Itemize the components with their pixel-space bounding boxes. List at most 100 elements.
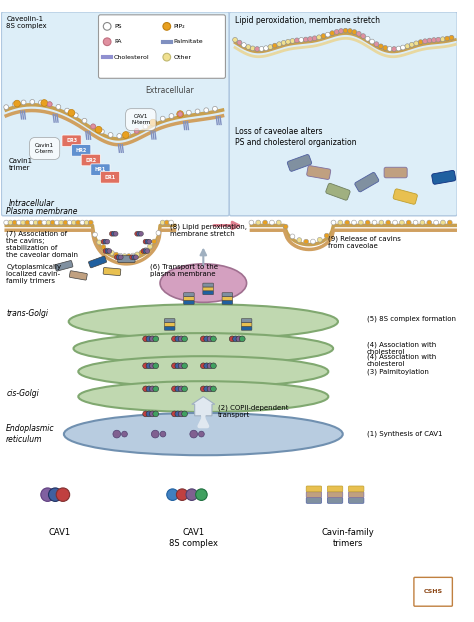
FancyArrow shape xyxy=(192,397,215,416)
Circle shape xyxy=(97,240,101,245)
Circle shape xyxy=(186,489,198,501)
Circle shape xyxy=(137,231,141,236)
Circle shape xyxy=(383,45,388,50)
FancyBboxPatch shape xyxy=(328,498,343,503)
Circle shape xyxy=(396,46,401,51)
FancyBboxPatch shape xyxy=(164,318,175,323)
Circle shape xyxy=(151,430,159,438)
Circle shape xyxy=(149,363,155,369)
Circle shape xyxy=(210,386,216,392)
Text: Cavin1
C-term: Cavin1 C-term xyxy=(35,143,54,154)
Circle shape xyxy=(37,220,43,225)
Circle shape xyxy=(164,220,169,225)
Circle shape xyxy=(84,220,89,225)
Text: PS: PS xyxy=(114,24,121,29)
Circle shape xyxy=(299,37,304,42)
Circle shape xyxy=(297,238,301,243)
FancyBboxPatch shape xyxy=(99,15,226,78)
Circle shape xyxy=(95,126,102,133)
Circle shape xyxy=(178,112,182,116)
Circle shape xyxy=(101,239,106,244)
Circle shape xyxy=(201,336,206,341)
FancyBboxPatch shape xyxy=(355,172,379,192)
Text: DR1: DR1 xyxy=(104,175,116,180)
Circle shape xyxy=(303,37,308,42)
Circle shape xyxy=(145,239,150,244)
Circle shape xyxy=(338,220,343,225)
Circle shape xyxy=(256,220,261,225)
Ellipse shape xyxy=(78,381,328,412)
Circle shape xyxy=(401,45,405,50)
Text: DR3: DR3 xyxy=(66,138,77,143)
Circle shape xyxy=(182,363,187,369)
Circle shape xyxy=(169,220,173,225)
Circle shape xyxy=(239,336,245,341)
Circle shape xyxy=(46,220,51,225)
Circle shape xyxy=(135,252,140,257)
Circle shape xyxy=(153,336,159,341)
Circle shape xyxy=(152,239,156,244)
FancyBboxPatch shape xyxy=(384,167,407,178)
Circle shape xyxy=(41,100,47,106)
Circle shape xyxy=(413,220,418,225)
Circle shape xyxy=(378,44,383,49)
Circle shape xyxy=(440,220,446,225)
Text: (1) Synthesis of CAV1: (1) Synthesis of CAV1 xyxy=(367,431,442,437)
Circle shape xyxy=(207,363,213,369)
Circle shape xyxy=(392,220,398,225)
Circle shape xyxy=(103,22,111,30)
Circle shape xyxy=(386,220,391,225)
Circle shape xyxy=(105,239,109,244)
FancyBboxPatch shape xyxy=(306,498,321,503)
Circle shape xyxy=(178,363,184,369)
Circle shape xyxy=(68,109,75,116)
Circle shape xyxy=(50,220,55,225)
Circle shape xyxy=(210,336,216,341)
Circle shape xyxy=(343,28,348,33)
Circle shape xyxy=(56,104,61,109)
Circle shape xyxy=(405,44,410,49)
Circle shape xyxy=(201,363,206,369)
Circle shape xyxy=(146,411,152,417)
FancyBboxPatch shape xyxy=(118,256,135,262)
Text: Plasma membrane: Plasma membrane xyxy=(6,207,78,216)
Circle shape xyxy=(146,336,152,341)
Circle shape xyxy=(29,220,34,225)
Circle shape xyxy=(286,39,291,44)
FancyBboxPatch shape xyxy=(203,287,213,291)
Circle shape xyxy=(122,431,128,437)
Circle shape xyxy=(233,37,237,42)
Circle shape xyxy=(48,488,62,501)
Circle shape xyxy=(47,102,52,106)
Circle shape xyxy=(12,102,17,106)
Circle shape xyxy=(434,220,438,225)
Circle shape xyxy=(427,38,432,43)
Circle shape xyxy=(101,244,106,249)
Circle shape xyxy=(103,249,108,253)
Circle shape xyxy=(73,113,78,118)
FancyBboxPatch shape xyxy=(72,145,91,156)
FancyBboxPatch shape xyxy=(222,293,233,297)
Circle shape xyxy=(199,431,204,437)
Circle shape xyxy=(12,220,17,225)
Text: (2) COPII-dependent
transport: (2) COPII-dependent transport xyxy=(218,404,288,418)
FancyBboxPatch shape xyxy=(307,165,331,180)
Text: HR2: HR2 xyxy=(75,148,87,153)
Circle shape xyxy=(250,46,255,51)
FancyBboxPatch shape xyxy=(91,164,110,175)
FancyBboxPatch shape xyxy=(89,256,107,268)
Circle shape xyxy=(392,47,397,52)
Circle shape xyxy=(331,220,336,225)
Circle shape xyxy=(33,220,38,225)
Circle shape xyxy=(339,29,344,34)
Circle shape xyxy=(196,489,207,501)
Circle shape xyxy=(304,239,309,244)
Circle shape xyxy=(88,220,93,225)
Text: CAV1: CAV1 xyxy=(48,528,70,537)
Circle shape xyxy=(4,220,9,225)
Circle shape xyxy=(318,238,322,242)
Circle shape xyxy=(190,430,198,438)
FancyBboxPatch shape xyxy=(326,183,350,200)
FancyBboxPatch shape xyxy=(100,172,119,183)
Circle shape xyxy=(283,224,288,229)
